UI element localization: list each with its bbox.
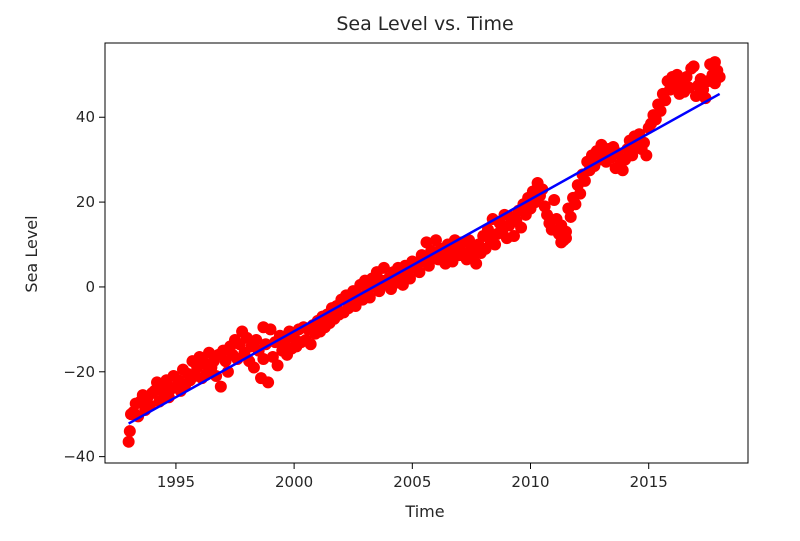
scatter-point [259, 338, 272, 351]
scatter-point [304, 338, 317, 351]
plot-area [104, 42, 749, 464]
scatter-point [481, 223, 494, 236]
scatter-point [708, 77, 721, 90]
scatter-point [257, 321, 270, 334]
scatter-point [548, 193, 561, 206]
scatter-point [564, 210, 577, 223]
scatter-point [250, 333, 263, 346]
scatter-point [377, 261, 390, 274]
x-tick-label: 2005 [393, 473, 431, 491]
scatter-point [271, 359, 284, 372]
ticks-group: 1995 2000 2005 2010 2015 −40 −20 0 20 40 [63, 108, 667, 491]
scatter-point [659, 94, 672, 107]
scatter-point [569, 198, 582, 211]
scatter-point [507, 230, 520, 243]
chart-title: Sea Level vs. Time [336, 13, 513, 35]
scatter-point [470, 257, 483, 270]
scatter-point [403, 272, 416, 285]
fit-line [128, 92, 721, 425]
scatter-point [515, 221, 528, 234]
scatter-point [682, 81, 695, 94]
scatter-point [616, 164, 629, 177]
y-tick-label: 40 [76, 108, 95, 126]
scatter-point [654, 104, 667, 117]
scatter-point [489, 238, 502, 251]
scatter-point [637, 136, 650, 149]
scatter-point [123, 425, 136, 438]
scatter-point [214, 380, 227, 393]
scatter-point [559, 232, 572, 245]
scatter-point [262, 376, 275, 389]
x-tick-label: 2000 [275, 473, 313, 491]
plot-frame [104, 42, 749, 464]
scatter-point [578, 174, 591, 187]
scatter-point [122, 435, 135, 448]
x-tick-label: 1995 [157, 473, 195, 491]
y-tick-label: −20 [63, 363, 95, 381]
scatter-point [363, 291, 376, 304]
scatter-point [687, 60, 700, 73]
x-tick-label: 2010 [511, 473, 549, 491]
x-tick-label: 2015 [630, 473, 668, 491]
scatter-point [640, 149, 653, 162]
scatter-point [247, 361, 260, 374]
x-axis-label: Time [404, 502, 444, 521]
scatter-point [574, 187, 587, 200]
scatter-point [257, 353, 270, 366]
y-tick-label: 20 [76, 193, 95, 211]
y-tick-label: 0 [85, 278, 95, 296]
scatter-point [413, 266, 426, 279]
y-axis-label: Sea Level [22, 215, 41, 292]
y-tick-label: −40 [63, 448, 95, 466]
